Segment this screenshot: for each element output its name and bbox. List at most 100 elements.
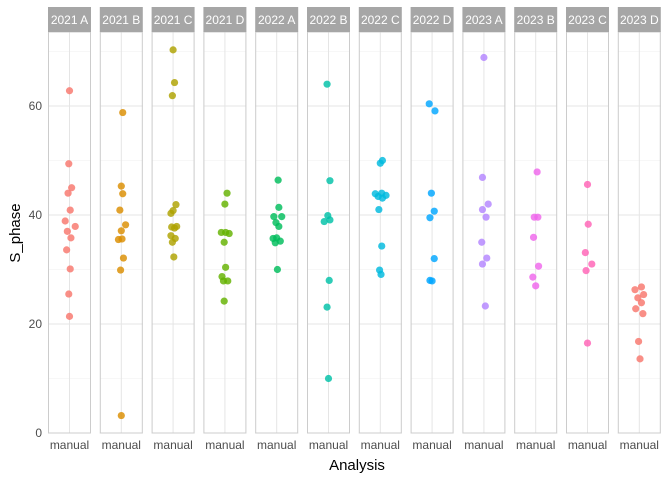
data-point (425, 100, 433, 108)
data-point (483, 254, 491, 262)
data-point (324, 374, 333, 383)
data-point (61, 217, 69, 225)
data-point (117, 182, 125, 190)
data-point (271, 239, 279, 247)
data-point (326, 177, 334, 185)
facet-strip (255, 7, 299, 32)
data-point (378, 242, 386, 250)
data-point (68, 184, 76, 192)
data-point (636, 355, 644, 363)
data-point (117, 411, 125, 420)
x-tick-label: manual (516, 438, 555, 452)
data-point (430, 207, 438, 215)
data-point (224, 277, 232, 285)
data-point (65, 87, 74, 95)
data-point (170, 78, 179, 87)
x-tick-label: manual (464, 438, 503, 452)
data-point (71, 222, 79, 231)
data-point (478, 238, 486, 246)
data-point (640, 290, 648, 299)
data-point (278, 213, 286, 221)
facet-strip-label: 2023 C (568, 13, 607, 27)
data-point (584, 220, 592, 228)
facet-panel: 2023 A manual (462, 7, 506, 452)
data-point (427, 189, 435, 197)
data-point (634, 337, 643, 346)
data-point (274, 176, 282, 184)
data-point (64, 189, 72, 197)
facet-strip-label: 2023 B (517, 13, 555, 27)
facet-strip (48, 7, 91, 32)
data-point (116, 266, 125, 274)
data-point (63, 227, 71, 235)
data-point (582, 266, 590, 275)
data-point (119, 254, 128, 262)
data-point (168, 238, 176, 246)
data-point (478, 205, 487, 214)
facet-panel: 2021 D manual (203, 7, 247, 452)
data-point (273, 265, 282, 274)
facet-panel: 2023 B manual (514, 7, 558, 452)
facet-strip-label: 2021 B (102, 13, 140, 27)
facet-strip (307, 7, 350, 32)
data-point (480, 53, 488, 62)
data-point (631, 286, 639, 294)
x-tick-label: manual (412, 438, 451, 452)
facet-strip-label: 2022 D (413, 13, 452, 27)
x-tick-label: manual (50, 438, 89, 452)
facet-panel: 2021 C manual (151, 7, 195, 452)
data-point (270, 213, 278, 221)
data-point (220, 238, 228, 246)
data-point (529, 233, 538, 241)
data-point (225, 229, 233, 238)
facet-strip-label: 2021 D (206, 13, 245, 27)
facet-strip (410, 7, 454, 32)
data-point (122, 221, 130, 229)
facet-strip (358, 7, 402, 32)
data-point (588, 260, 596, 268)
data-point (325, 276, 333, 284)
data-point (481, 302, 489, 310)
data-point (532, 282, 540, 290)
y-tick-label: 20 (29, 317, 43, 331)
x-tick-label: manual (102, 438, 141, 452)
data-point (320, 217, 328, 226)
data-point (581, 249, 589, 257)
data-point (119, 190, 127, 198)
x-tick-label: manual (568, 438, 607, 452)
data-point (275, 203, 283, 211)
facet-strip (203, 7, 247, 32)
data-point (323, 80, 331, 88)
data-point (169, 46, 177, 54)
x-tick-label: manual (309, 438, 348, 452)
data-point (223, 189, 231, 197)
y-tick-label: 60 (29, 99, 43, 113)
data-point (529, 273, 537, 281)
data-point (116, 206, 124, 214)
data-point (534, 262, 543, 270)
data-point (637, 299, 646, 307)
y-axis-title: S_phase (7, 203, 24, 262)
data-point (478, 173, 487, 181)
data-point (639, 310, 647, 318)
data-point (66, 206, 74, 214)
facet-strip-label: 2022 A (258, 13, 295, 27)
data-point (63, 246, 71, 254)
facet-strip (617, 7, 661, 32)
facet-strip-label: 2023 A (465, 13, 502, 27)
facet-strip (99, 7, 143, 32)
facet-strip (566, 7, 609, 32)
data-point (118, 235, 126, 243)
y-tick-label: 0 (35, 426, 42, 440)
data-point (221, 200, 229, 208)
facet-panel: 2021 B manual (99, 7, 143, 452)
data-point (65, 312, 74, 320)
facet-strip-label: 2021 A (51, 13, 88, 27)
y-axis: 0 20 40 60 (29, 99, 43, 440)
facet-panel: 2023 C manual (566, 7, 609, 452)
data-point (533, 168, 541, 176)
data-point (220, 297, 228, 305)
data-point (222, 263, 230, 271)
data-point (637, 283, 646, 291)
